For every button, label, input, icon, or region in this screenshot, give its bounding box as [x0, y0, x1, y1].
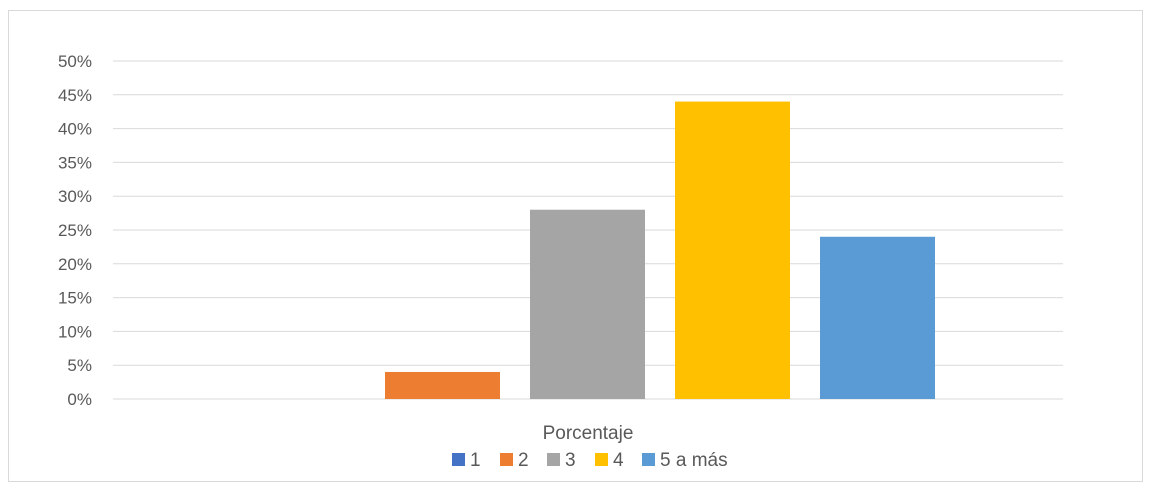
legend-label: 5 a más [660, 450, 728, 471]
y-tick-label: 35% [58, 153, 92, 172]
legend-swatch [547, 453, 560, 466]
y-tick-label: 5% [67, 356, 92, 375]
legend-item: 1 [452, 450, 481, 471]
bars [385, 101, 935, 399]
legend-swatch [452, 453, 465, 466]
y-tick-label: 25% [58, 221, 92, 240]
bar-series-2 [385, 371, 500, 399]
legend-label: 3 [565, 450, 576, 471]
legend-label: 4 [613, 450, 624, 471]
legend-item: 5 a más [642, 450, 728, 471]
legend-item: 4 [595, 450, 624, 471]
legend-swatch [595, 453, 608, 466]
y-tick-label: 20% [58, 255, 92, 274]
y-tick-label: 30% [58, 187, 92, 206]
legend-swatch [642, 453, 655, 466]
y-tick-label: 40% [58, 120, 92, 139]
category-label: Porcentaje [543, 423, 634, 444]
bar-series-5-a-más [820, 236, 935, 399]
legend-label: 2 [518, 450, 529, 471]
y-tick-label: 10% [58, 322, 92, 341]
legend-item: 3 [547, 450, 576, 471]
legend-swatch [500, 453, 513, 466]
legend-item: 2 [500, 450, 529, 471]
y-tick-label: 50% [58, 52, 92, 71]
y-axis: 0% 5% 10% 15% 20% 25% 30% 35% 40% 45% 50% [58, 52, 92, 409]
y-tick-label: 15% [58, 289, 92, 308]
bar-series-3 [530, 209, 645, 399]
legend-label: 1 [470, 450, 481, 471]
legend: 1 2 3 4 5 a más [452, 450, 728, 471]
y-tick-label: 45% [58, 86, 92, 105]
bar-series-4 [675, 101, 790, 399]
y-tick-label: 0% [67, 390, 92, 409]
